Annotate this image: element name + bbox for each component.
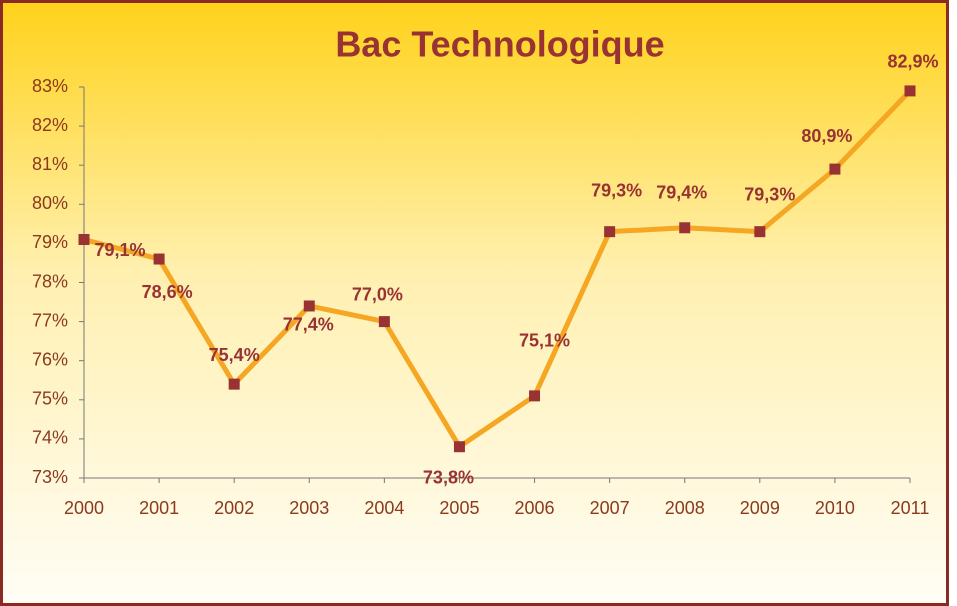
x-tick-label: 2000: [64, 498, 104, 518]
marker: [378, 316, 390, 328]
data-label: 75,4%: [209, 345, 260, 365]
y-tick-label: 79%: [32, 232, 68, 252]
data-label: 75,1%: [519, 331, 570, 351]
data-label: 77,4%: [283, 315, 334, 335]
y-tick-label: 83%: [32, 76, 68, 96]
marker: [904, 85, 916, 97]
data-label: 80,9%: [801, 126, 852, 146]
data-label: 73,8%: [423, 467, 474, 487]
y-tick-label: 77%: [32, 310, 68, 330]
x-tick-label: 2004: [364, 498, 404, 518]
x-tick-label: 2002: [214, 498, 254, 518]
data-label: 79,3%: [744, 184, 795, 204]
marker: [679, 222, 691, 234]
y-tick-label: 76%: [32, 349, 68, 369]
marker: [303, 300, 315, 312]
data-label: 78,6%: [142, 282, 193, 302]
x-tick-label: 2007: [590, 498, 630, 518]
y-tick-label: 78%: [32, 271, 68, 291]
marker: [754, 226, 766, 238]
x-tick-label: 2008: [665, 498, 705, 518]
marker: [604, 226, 616, 238]
line: [83, 89, 912, 450]
marker: [529, 390, 541, 402]
chart-title: Bac Technologique: [335, 24, 664, 65]
x-tick-label: 2005: [439, 498, 479, 518]
y-tick-label: 80%: [32, 193, 68, 213]
data-label: 79,3%: [591, 180, 642, 200]
data-label: 79,4%: [656, 183, 707, 203]
marker: [829, 163, 841, 175]
x-tick-label: 2009: [740, 498, 780, 518]
y-tick-label: 81%: [32, 154, 68, 174]
x-tick-label: 2010: [815, 498, 855, 518]
y-tick-label: 74%: [32, 428, 68, 448]
data-label: 77,0%: [352, 284, 403, 304]
marker: [153, 253, 165, 265]
marker: [453, 441, 465, 453]
y-tick-label: 73%: [32, 467, 68, 487]
y-tick-label: 82%: [32, 115, 68, 135]
x-tick-label: 2001: [139, 498, 179, 518]
y-tick-label: 75%: [32, 389, 68, 409]
marker: [228, 378, 240, 390]
data-label: 82,9%: [887, 52, 938, 72]
x-tick-label: 2006: [515, 498, 555, 518]
x-tick-label: 2011: [891, 498, 930, 518]
data-label: 79,1%: [94, 240, 145, 260]
marker: [78, 233, 90, 245]
x-tick-label: 2003: [289, 498, 329, 518]
